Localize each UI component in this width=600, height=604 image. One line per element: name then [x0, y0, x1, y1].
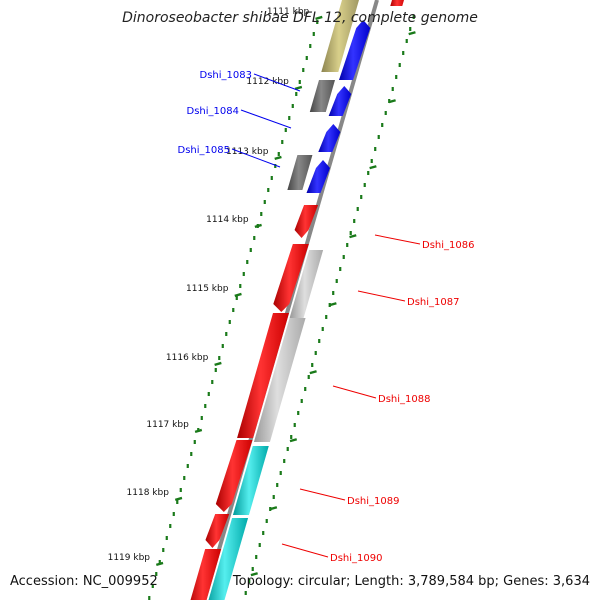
inner-tick-mark	[349, 234, 357, 239]
gene-red-1086	[294, 205, 319, 238]
gene-label-right[interactable]: Dshi_1087	[407, 297, 459, 308]
inner-tick-mark	[250, 572, 258, 577]
inner-tick-mark	[408, 31, 416, 36]
tick-mark	[155, 561, 164, 567]
cds-teal-1089	[232, 446, 269, 515]
gene-label-right[interactable]: Dshi_1086	[422, 240, 474, 251]
gene-red-1090	[205, 514, 230, 548]
gene-red-1088	[237, 313, 290, 438]
cds-teal-1090	[207, 518, 249, 604]
leader-line	[357, 290, 406, 302]
inner-tick-mark	[388, 99, 396, 104]
map-title: Dinoroseobacter shibae DFL 12, complete …	[122, 10, 478, 26]
accession-text: Accession: NC_009952	[10, 574, 158, 589]
gene-red-1089	[215, 440, 253, 512]
leader-line	[332, 385, 377, 399]
gene-blue-1084	[318, 124, 341, 152]
gene-red-1087	[273, 244, 309, 312]
inner-tick-mark	[289, 438, 298, 443]
leader-line	[299, 488, 346, 501]
tick-label: 1118 kbp	[127, 488, 170, 498]
tick-label: 1116 kbp	[166, 353, 209, 363]
gene-label-right[interactable]: Dshi_1090	[330, 553, 382, 564]
inner-tick-mark	[329, 302, 337, 307]
cds-grey-1087	[289, 250, 324, 318]
gene-label-right[interactable]: Dshi_1088	[378, 394, 430, 405]
tick-mark	[315, 15, 323, 21]
gene-blue-1	[339, 20, 371, 80]
leader-line	[240, 109, 292, 129]
tick-label: 1114 kbp	[206, 215, 249, 225]
inner-tick-mark	[309, 370, 317, 375]
cds-grey-1088	[253, 318, 306, 442]
gene-blue-1085	[306, 160, 330, 193]
tick-label: 1117 kbp	[146, 420, 189, 430]
tick-label: 1115 kbp	[186, 284, 229, 294]
tick-mark	[254, 223, 262, 229]
tick-mark	[234, 292, 242, 298]
gene-label-right[interactable]: Dshi_1089	[347, 496, 399, 507]
feature-grey-1083	[309, 80, 335, 112]
gene-label-left[interactable]: Dshi_1084	[187, 106, 239, 117]
gene-red-top	[390, 0, 404, 6]
gene-red-1091	[189, 549, 222, 604]
outer-tick-track	[148, 20, 319, 600]
rna-feature	[321, 0, 359, 72]
tick-label: 1111 kbp	[267, 7, 310, 17]
tick-mark	[274, 155, 282, 161]
leader-line	[281, 543, 329, 558]
gene-blue-1083	[328, 86, 352, 116]
feature-grey-1085	[287, 155, 313, 190]
tick-label: 1119 kbp	[108, 553, 151, 563]
tick-mark	[194, 428, 203, 434]
tick-label: 1112 kbp	[246, 77, 289, 87]
leader-line	[253, 73, 301, 92]
backbone-line	[202, 0, 379, 601]
tick-mark	[294, 85, 303, 91]
gene-label-left[interactable]: Dshi_1085	[178, 145, 230, 156]
tick-label: 1113 kbp	[226, 147, 269, 157]
gene-label-left[interactable]: Dshi_1083	[200, 70, 252, 81]
leader-line	[231, 148, 281, 168]
inner-tick-mark	[369, 165, 377, 170]
summary-text: Topology: circular; Length: 3,789,584 bp…	[232, 574, 590, 589]
tick-mark	[174, 496, 183, 502]
tick-mark	[214, 361, 222, 367]
inner-tick-mark	[269, 506, 278, 511]
leader-line	[374, 234, 421, 245]
